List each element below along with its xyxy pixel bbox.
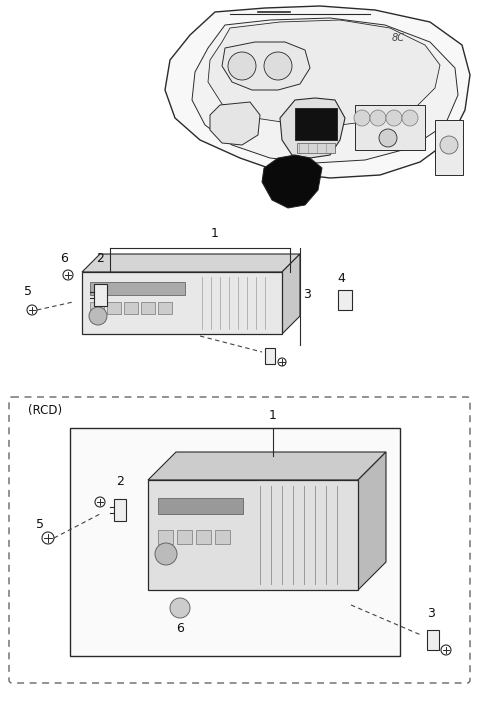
Circle shape: [155, 543, 177, 565]
Text: 3: 3: [427, 607, 435, 620]
Circle shape: [402, 110, 418, 126]
Polygon shape: [82, 254, 300, 272]
Bar: [148, 480, 358, 590]
Bar: [158, 498, 243, 514]
Circle shape: [89, 307, 107, 325]
Bar: [70, 428, 400, 656]
Bar: [196, 530, 211, 544]
Polygon shape: [210, 102, 260, 145]
Bar: [158, 302, 172, 314]
Bar: [295, 108, 337, 140]
Circle shape: [386, 110, 402, 126]
Bar: [158, 530, 173, 544]
Polygon shape: [282, 254, 300, 334]
Circle shape: [370, 110, 386, 126]
Polygon shape: [280, 98, 345, 158]
Circle shape: [264, 52, 292, 80]
Text: 5: 5: [36, 518, 44, 532]
Circle shape: [379, 129, 397, 147]
Bar: [94, 284, 107, 306]
Bar: [90, 282, 185, 295]
Bar: [107, 302, 121, 314]
Circle shape: [354, 110, 370, 126]
Text: 6: 6: [176, 622, 184, 635]
Polygon shape: [358, 452, 386, 590]
Bar: [265, 348, 275, 364]
Bar: [215, 530, 230, 544]
Text: (RCD): (RCD): [28, 404, 62, 417]
Polygon shape: [165, 6, 470, 178]
Text: 3: 3: [303, 288, 311, 302]
Text: 5: 5: [24, 285, 32, 298]
Text: 6: 6: [60, 252, 68, 265]
Bar: [90, 302, 104, 314]
Bar: [427, 630, 439, 650]
Text: 2: 2: [116, 475, 124, 488]
Bar: [177, 530, 192, 544]
Polygon shape: [222, 42, 310, 90]
Polygon shape: [208, 20, 440, 125]
Bar: [435, 120, 463, 175]
Bar: [124, 302, 138, 314]
Text: 1: 1: [269, 409, 277, 422]
Polygon shape: [192, 18, 458, 163]
Polygon shape: [262, 155, 322, 208]
Circle shape: [170, 598, 190, 618]
Bar: [141, 302, 155, 314]
Text: 8C: 8C: [392, 33, 405, 43]
Circle shape: [228, 52, 256, 80]
Text: 2: 2: [96, 252, 104, 265]
Bar: [82, 272, 282, 334]
Circle shape: [440, 136, 458, 154]
Bar: [338, 290, 352, 310]
Text: 1: 1: [211, 227, 219, 240]
Bar: [355, 105, 425, 150]
Bar: [297, 143, 335, 153]
Polygon shape: [148, 452, 386, 480]
Text: 4: 4: [337, 272, 345, 285]
Bar: [114, 499, 126, 521]
